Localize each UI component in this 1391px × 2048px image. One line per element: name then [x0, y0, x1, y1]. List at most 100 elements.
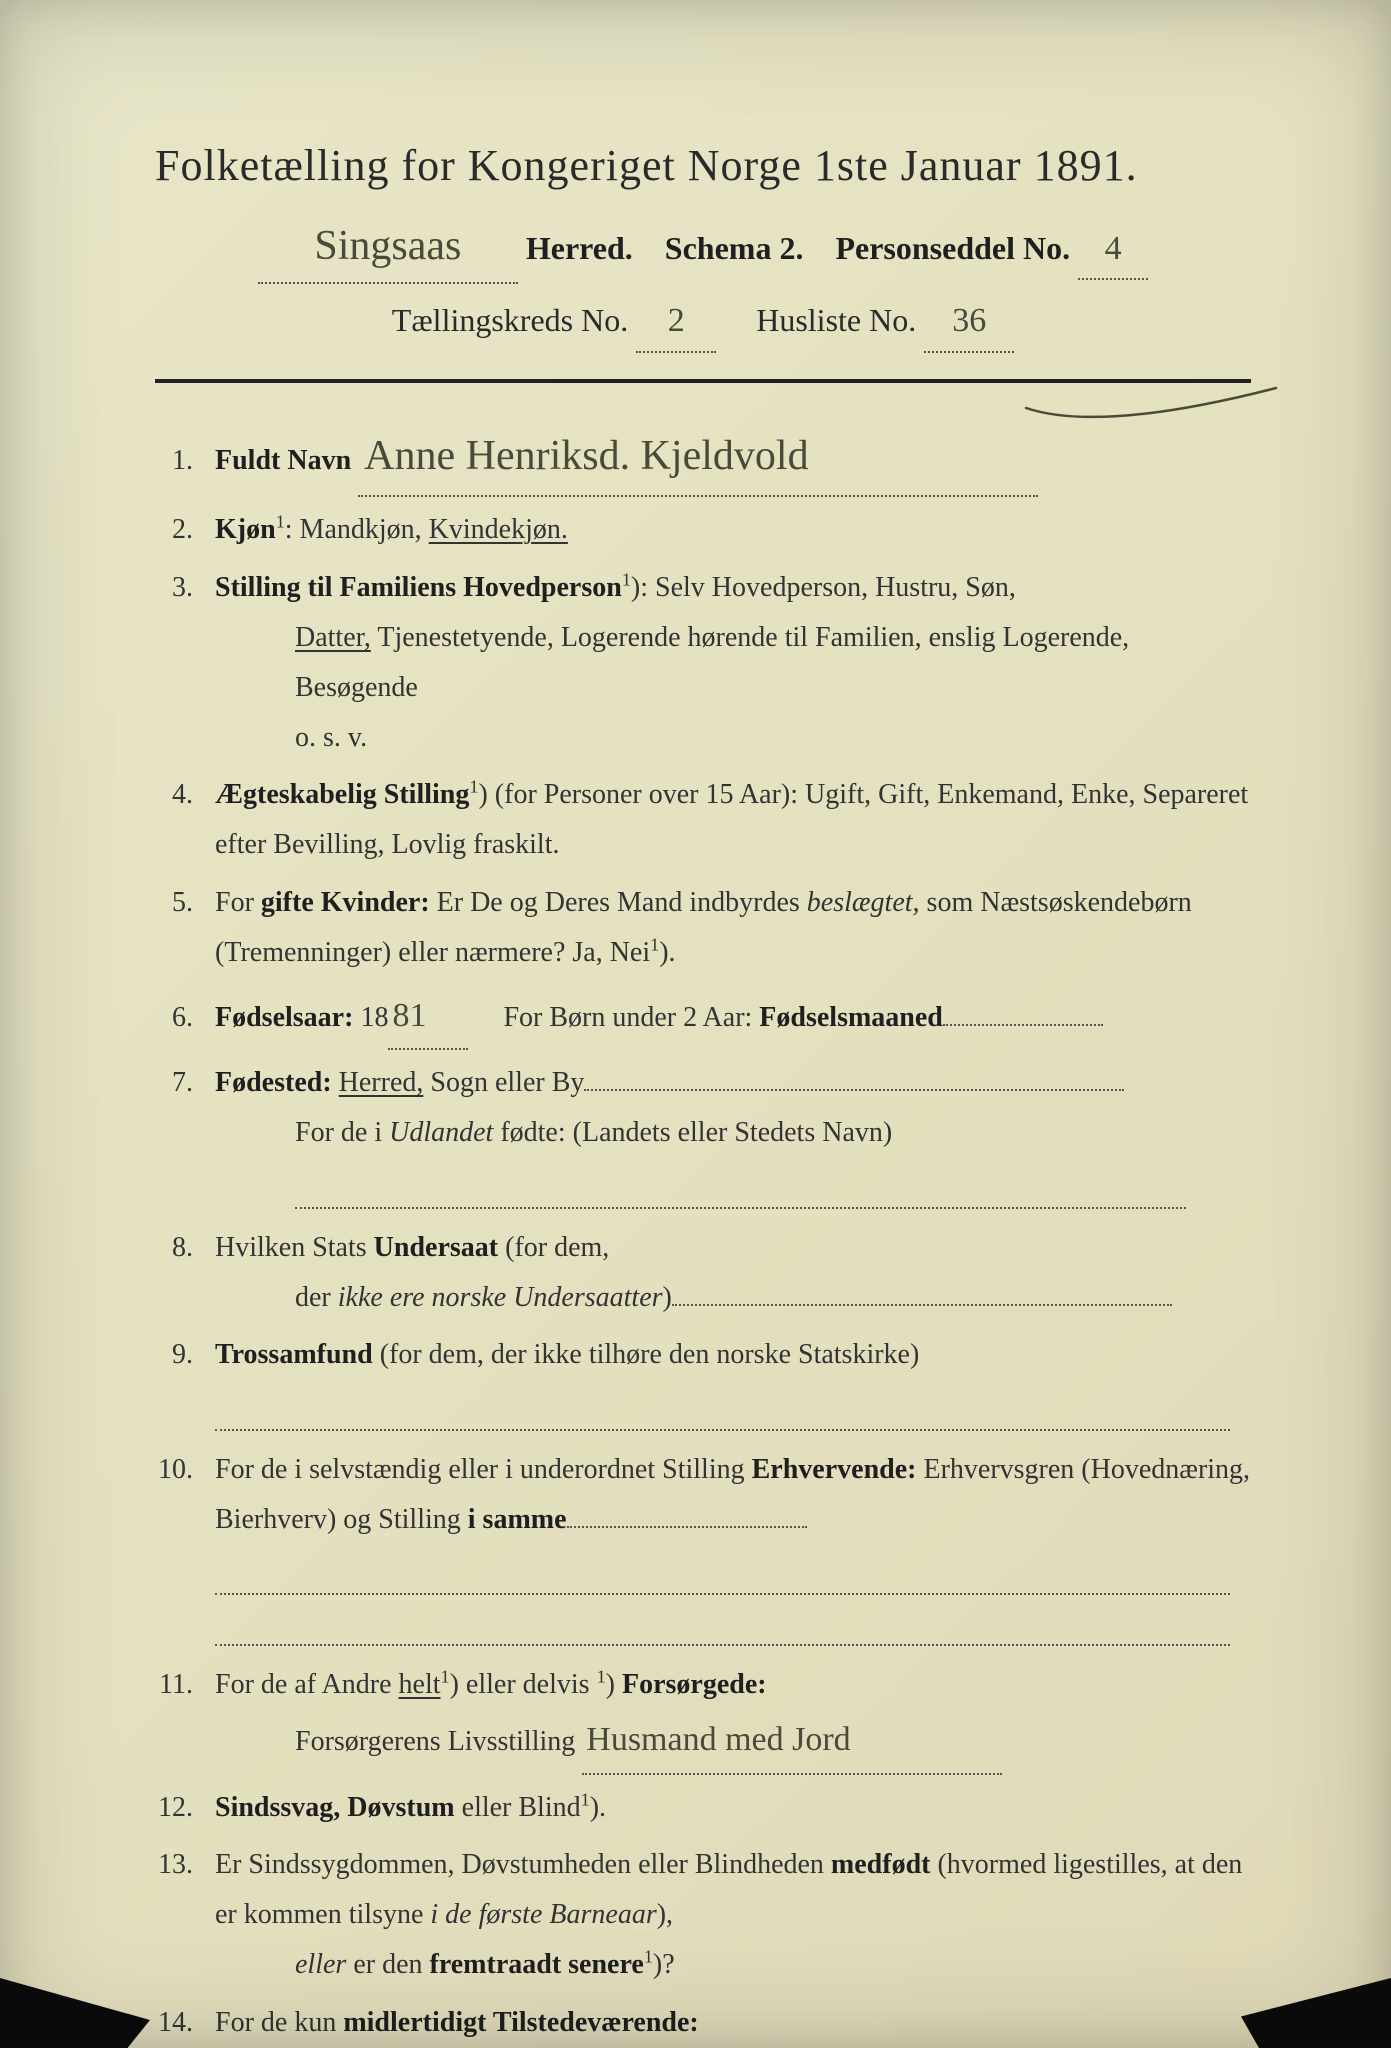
field-body: Sindssvag, Døvstum eller Blind1).	[215, 1783, 1251, 1833]
sup2: 1	[597, 1667, 606, 1687]
tail: ).	[590, 1792, 606, 1823]
sub-rest: fødte: (Landets eller Stedets Navn)	[493, 1117, 892, 1148]
field-2: 2. Kjøn1: Mandkjøn, Kvindekjøn.	[155, 505, 1251, 555]
it: beslægtet,	[807, 887, 920, 918]
dotfill	[943, 1001, 1103, 1026]
rest-label: For Børn under 2 Aar:	[503, 1002, 759, 1033]
field-rest: : Mandkjøn,	[285, 514, 429, 545]
form-fields: 1. Fuldt Navn Anne Henriksd. Kjeldvold 2…	[155, 419, 1251, 2048]
field-3: 3. Stilling til Familiens Hovedperson1):…	[155, 563, 1251, 762]
field-num: 7.	[155, 1058, 215, 1108]
herred-handwritten: Singsaas	[258, 213, 518, 284]
sub-it: eller	[295, 1949, 346, 1980]
year-prefix: 18	[353, 1002, 388, 1033]
field-5: 5. For gifte Kvinder: Er De og Deres Man…	[155, 878, 1251, 978]
dotfill	[567, 1503, 807, 1528]
field-num: 1.	[155, 436, 215, 486]
sup: 1	[644, 1947, 653, 1967]
field-body: For de af Andre helt1) eller delvis 1) F…	[215, 1660, 1251, 1774]
kvindekjon-underlined: Kvindekjøn.	[429, 514, 568, 545]
herred-underlined: Herred,	[339, 1067, 424, 1098]
field-7: 7. Fødested: Herred, Sogn eller By For d…	[155, 1058, 1251, 1214]
rest: eller Blind	[455, 1792, 581, 1823]
field-label: Fuldt Navn	[215, 445, 351, 476]
field-body: Trossamfund (for dem, der ikke tilhøre d…	[215, 1330, 1251, 1437]
field-num: 3.	[155, 563, 215, 613]
livsstilling-hand: Husmand med Jord	[582, 1710, 1002, 1775]
field-label: Fødselsaar:	[215, 1002, 353, 1033]
field-num: 6.	[155, 993, 215, 1043]
u1: helt	[399, 1669, 441, 1700]
title-sub1: Singsaas Herred. Schema 2. Personseddel …	[155, 213, 1251, 284]
field-body: Fuldt Navn Anne Henriksd. Kjeldvold	[215, 419, 1251, 498]
field-num: 12.	[155, 1783, 215, 1833]
t2: ) eller delvis	[450, 1669, 597, 1700]
field-num: 2.	[155, 505, 215, 555]
field-body: For de kun midlertidigt Tilstedeværende:…	[215, 1998, 1251, 2048]
header-rule	[155, 379, 1251, 383]
field-num: 13.	[155, 1840, 215, 1890]
rest1: ): Selv Hovedperson, Hustru, Søn,	[631, 572, 1016, 603]
dotfill-line	[295, 1164, 1186, 1209]
b1: Erhvervende:	[752, 1454, 917, 1485]
b: Trossamfund	[215, 1339, 373, 1370]
field-etc: o. s. v.	[295, 713, 1251, 763]
dotfill-line	[215, 1551, 1230, 1596]
b1: Forsørgede:	[622, 1669, 767, 1700]
husliste-label: Husliste No.	[756, 302, 916, 338]
field-body: Fødested: Herred, Sogn eller By For de i…	[215, 1058, 1251, 1214]
field-label: Fødested:	[215, 1067, 332, 1098]
sup: 1	[581, 1789, 590, 1809]
sub: For de i Udlandet fødte: (Landets eller …	[295, 1108, 1251, 1158]
field-body: Hvilken Stats Undersaat (for dem, der ik…	[215, 1223, 1251, 1323]
field-11: 11. For de af Andre helt1) eller delvis …	[155, 1660, 1251, 1774]
field-13: 13. Er Sindssygdommen, Døvstumheden elle…	[155, 1840, 1251, 1989]
page-notch-left	[0, 1978, 150, 2048]
sub-it: ikke ere norske Undersaatter	[338, 1282, 663, 1313]
b1: medfødt	[831, 1849, 931, 1880]
field-10: 10. For de i selvstændig eller i underor…	[155, 1445, 1251, 1652]
field-label: Ægteskabelig Stilling	[215, 779, 469, 810]
it1: i de første Barneaar	[430, 1899, 656, 1930]
schema-label: Schema 2.	[665, 230, 804, 266]
dotfill-line	[215, 1386, 1230, 1431]
personseddel-no: 4	[1078, 222, 1148, 280]
rest: Sogn eller By	[423, 1067, 584, 1098]
rest: (for dem, der ikke tilhøre den norske St…	[373, 1339, 920, 1370]
sup1: 1	[441, 1667, 450, 1687]
sub: Forsørgerens Livsstilling Husmand med Jo…	[295, 1710, 1251, 1775]
rest-b: Fødselsmaaned	[759, 1002, 943, 1033]
field-body: Stilling til Familiens Hovedperson1): Se…	[215, 563, 1251, 762]
dotfill	[672, 1280, 1172, 1305]
field-4: 4. Ægteskabelig Stilling1) (for Personer…	[155, 770, 1251, 870]
field-1: 1. Fuldt Navn Anne Henriksd. Kjeldvold	[155, 419, 1251, 498]
husliste-no: 36	[924, 294, 1014, 352]
title-sub2: Tællingskreds No. 2 Husliste No. 36	[155, 294, 1251, 352]
tail: ).	[659, 937, 675, 968]
personseddel-label: Personseddel No.	[835, 230, 1070, 266]
field-num: 10.	[155, 1445, 215, 1495]
sup: 1	[650, 935, 659, 955]
t2: (for dem,	[498, 1232, 609, 1263]
form-header: Folketælling for Kongeriget Norge 1ste J…	[155, 140, 1251, 383]
sub: der ikke ere norske Undersaatter)	[295, 1273, 1251, 1323]
pre: For	[215, 887, 261, 918]
year-hand: 81	[388, 986, 468, 1051]
field-num: 5.	[155, 878, 215, 928]
dotfill	[584, 1066, 1124, 1091]
sub-text: er den	[346, 1949, 429, 1980]
tail: )?	[653, 1949, 675, 1980]
t1: Hvilken Stats	[215, 1232, 374, 1263]
t1: For de af Andre	[215, 1669, 399, 1700]
field-label: Kjøn	[215, 514, 276, 545]
t1: For de kun	[215, 2007, 343, 2038]
sub: der	[295, 1282, 338, 1313]
herred-label: Herred.	[526, 230, 633, 266]
b2: i samme	[468, 1504, 567, 1535]
sub: eller er den fremtraadt senere1)?	[295, 1940, 1251, 1990]
label-b: gifte Kvinder:	[261, 887, 430, 918]
kreds-no: 2	[636, 294, 716, 352]
sup: 1	[622, 570, 631, 590]
t1: Er Sindssygdommen, Døvstumheden eller Bl…	[215, 1849, 831, 1880]
field-num: 9.	[155, 1330, 215, 1380]
